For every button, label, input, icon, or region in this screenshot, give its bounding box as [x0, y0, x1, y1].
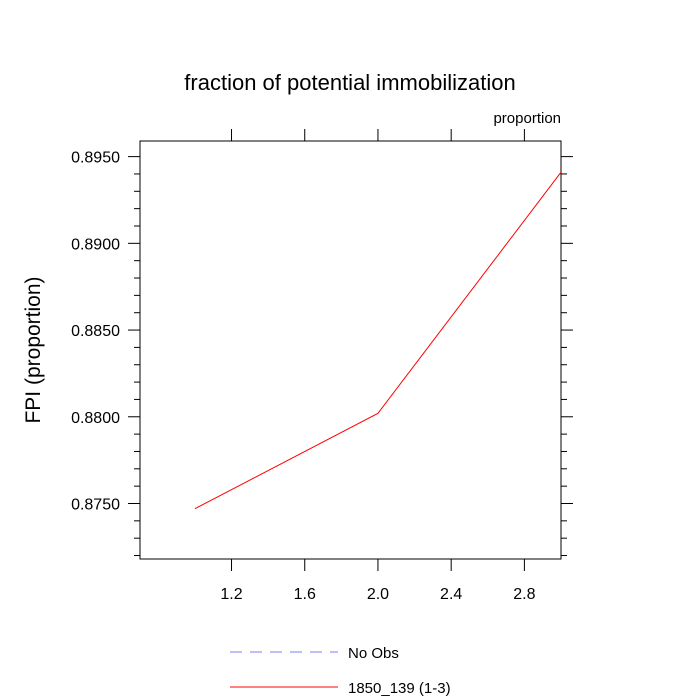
y-tick-label: 0.8900 — [71, 236, 120, 253]
x-tick-label: 1.6 — [294, 586, 316, 603]
x-tick-label: 2.0 — [367, 586, 389, 603]
series-line — [194, 171, 562, 510]
legend-label: 1850_139 (1-3) — [348, 680, 451, 697]
y-tick-label: 0.8800 — [71, 410, 120, 427]
series-group — [194, 171, 562, 510]
plot-frame — [139, 140, 562, 560]
legend: No Obs 1850_139 (1-3) — [230, 645, 451, 697]
y-tick-label: 0.8850 — [71, 323, 120, 340]
y-tick-label: 0.8950 — [71, 150, 120, 167]
units-label: proportion — [493, 110, 561, 127]
x-tick-label: 2.8 — [513, 586, 535, 603]
axis-ticks: 1.2 1.6 2.0 2.4 2.8 0.8750 0.8800 0.8850 0.8900 0… — [71, 129, 573, 603]
x-tick-label: 1.2 — [220, 586, 242, 603]
chart-title: fraction of potential immobilization — [184, 70, 515, 95]
y-axis-label: FPI (proportion) — [22, 276, 45, 423]
y-tick-label: 0.8750 — [71, 496, 120, 513]
legend-label: No Obs — [348, 645, 399, 662]
x-tick-label: 2.4 — [440, 586, 462, 603]
